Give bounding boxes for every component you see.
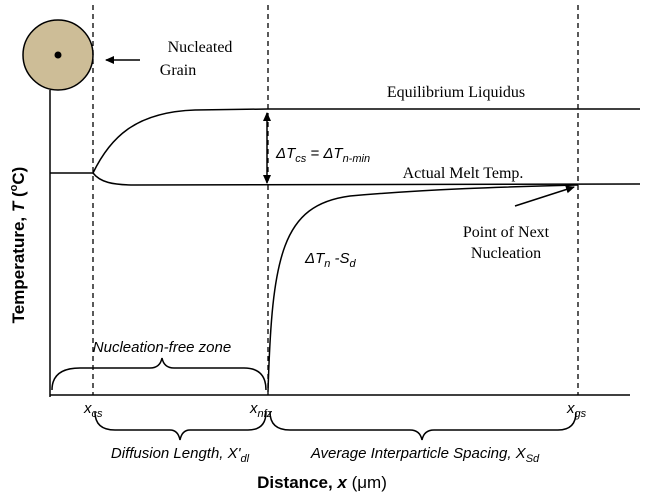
next-label: Nucleation (471, 245, 541, 262)
text-part: = ΔT (306, 145, 344, 162)
undercooling-curve (267, 184, 579, 393)
next-label: Point of Next (463, 224, 550, 241)
subscript: dl (241, 453, 250, 465)
y-axis-title: Temperature, T (oC) (8, 167, 28, 324)
liquidus-label: Equilibrium Liquidus (387, 84, 525, 101)
liquidus-curve (92, 108, 640, 174)
text-part: C) (9, 167, 28, 185)
subscript: gs (575, 408, 587, 420)
x-mark: xcs (83, 400, 103, 420)
subscript: n (324, 258, 330, 270)
x-mark: xnfz (249, 400, 273, 420)
diffusion-label: Diffusion Length, X'dl (111, 445, 250, 465)
text-part: x (566, 400, 575, 417)
subscript: Sd (526, 453, 540, 465)
diffusion-brace (94, 411, 267, 441)
subscript: d (350, 258, 357, 270)
zone-brace (51, 357, 267, 391)
grain-label: Grain (160, 62, 196, 79)
grain-center (54, 51, 62, 59)
text-part: Temperature, (9, 212, 28, 323)
superscript: o (8, 184, 20, 191)
nucleation-arrow (514, 185, 575, 207)
text-part: -S (330, 250, 349, 267)
subscript: nfz (258, 408, 273, 420)
melt-curve (92, 172, 641, 186)
melt-label: Actual Melt Temp. (403, 165, 524, 182)
subscript: cs (92, 408, 104, 420)
text-part: Distance, (257, 473, 337, 492)
text-part: Diffusion Length, X' (111, 445, 242, 462)
delta-tn: ΔTn -Sd (304, 250, 357, 270)
spacing-brace (269, 411, 577, 441)
text-part: ΔT (304, 250, 326, 267)
x-axis-title: Distance, x (μm) (257, 473, 387, 492)
text-part: (μm) (347, 473, 387, 492)
text-part: ΔT (275, 145, 297, 162)
spacing-label: Average Interparticle Spacing, XSd (310, 445, 540, 465)
subscript: cs (295, 153, 307, 165)
text-part: x (249, 400, 258, 417)
x-mark: xgs (566, 400, 587, 420)
text-part: x (336, 473, 348, 492)
zone-label: Nucleation-free zone (93, 339, 231, 356)
delta-tcs: ΔTcs = ΔTn-min (275, 145, 370, 165)
subscript: n-min (343, 153, 371, 165)
text-part: Average Interparticle Spacing, X (310, 445, 527, 462)
text-part: T (9, 200, 28, 212)
text-part: x (83, 400, 92, 417)
grain-label: Nucleated (168, 39, 233, 56)
text-part: ( (9, 191, 28, 202)
